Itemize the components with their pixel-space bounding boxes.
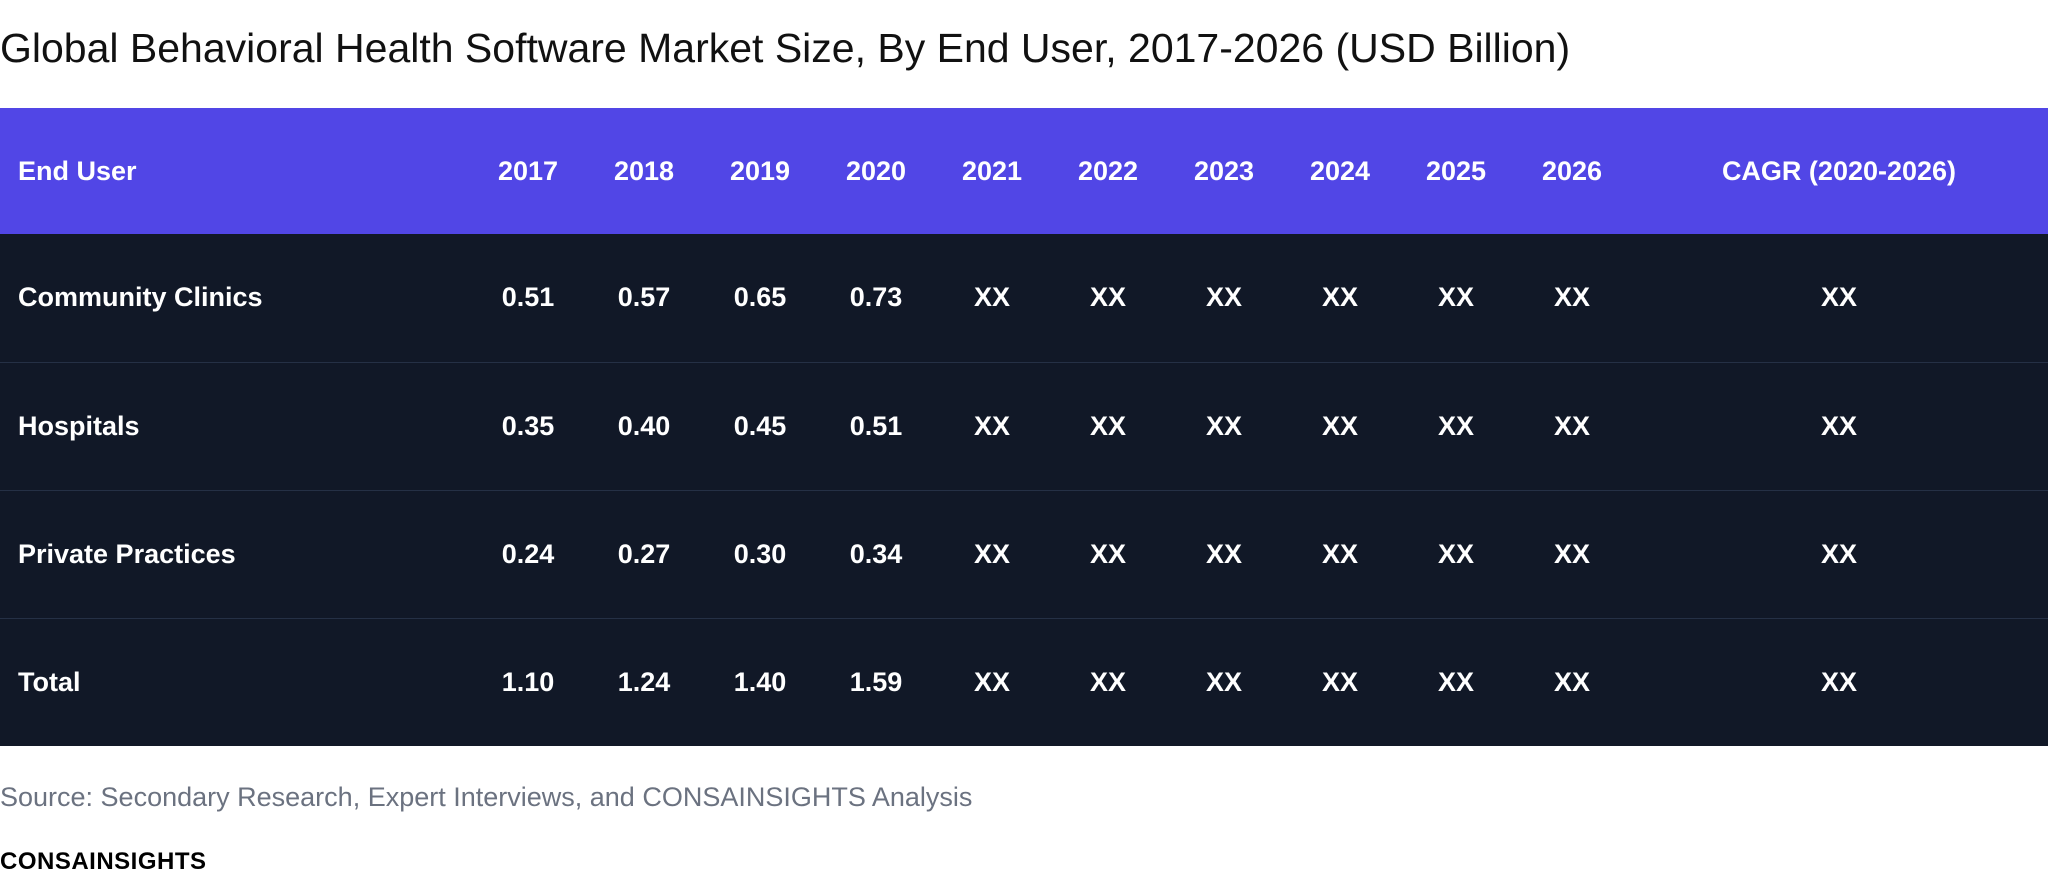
table-cell: XX bbox=[1820, 282, 1858, 313]
table-cell: XX bbox=[1820, 538, 1858, 569]
table-header-row: End User 2017 2018 2019 2020 2021 2022 2023 2024… bbox=[0, 108, 2048, 234]
column-header: CAGR (2020-2026) bbox=[1721, 155, 1957, 186]
table-cell: XX bbox=[973, 282, 1011, 313]
row-label: Hospitals bbox=[18, 410, 140, 441]
table-cell: XX bbox=[1553, 538, 1591, 569]
market-size-table: End User 2017 2018 2019 2020 2021 2022 2023 2024… bbox=[0, 108, 2048, 746]
table-cell: XX bbox=[1553, 666, 1591, 697]
column-header-end-user: End User bbox=[18, 155, 137, 186]
table-row: Total 1.10 1.24 1.40 1.59 XX XX XX XX XX XX XX bbox=[0, 618, 2048, 746]
table-cell: 0.34 bbox=[849, 538, 903, 569]
table-cell: 0.51 bbox=[849, 410, 903, 441]
table-row: Hospitals 0.35 0.40 0.45 0.51 XX XX XX XX XX XX XX bbox=[0, 362, 2048, 490]
table-row: Private Practices 0.24 0.27 0.30 0.34 XX XX XX X… bbox=[0, 490, 2048, 618]
table-cell: 1.24 bbox=[617, 666, 671, 697]
table-cell: 0.51 bbox=[501, 282, 555, 313]
table-cell: 1.40 bbox=[733, 666, 787, 697]
column-header: 2026 bbox=[1541, 155, 1603, 186]
brand-logo-text: CONSAINSIGHTS bbox=[0, 848, 207, 875]
table-cell: 0.65 bbox=[733, 282, 787, 313]
table-cell: 0.24 bbox=[501, 538, 555, 569]
table-cell: 0.73 bbox=[849, 282, 903, 313]
column-header: 2023 bbox=[1193, 155, 1255, 186]
table-cell: XX bbox=[1321, 410, 1359, 441]
table-cell: XX bbox=[1205, 666, 1243, 697]
table-cell: XX bbox=[1089, 410, 1127, 441]
column-header: 2018 bbox=[613, 155, 675, 186]
column-header: 2025 bbox=[1425, 155, 1487, 186]
table-cell: 0.40 bbox=[617, 410, 671, 441]
table-cell: XX bbox=[1553, 282, 1591, 313]
table-cell: XX bbox=[973, 666, 1011, 697]
row-label: Private Practices bbox=[18, 538, 236, 569]
page-title: Global Behavioral Health Software Market… bbox=[0, 25, 1571, 71]
table-cell: XX bbox=[1205, 282, 1243, 313]
table-cell: 0.57 bbox=[617, 282, 671, 313]
table-cell: 0.45 bbox=[733, 410, 787, 441]
table-cell: XX bbox=[973, 538, 1011, 569]
table-cell: XX bbox=[1437, 410, 1475, 441]
column-header: 2022 bbox=[1077, 155, 1139, 186]
row-label: Total bbox=[18, 666, 81, 697]
table-cell: 1.10 bbox=[501, 666, 555, 697]
table-cell: 0.35 bbox=[501, 410, 555, 441]
table-cell: XX bbox=[1089, 538, 1127, 569]
table-cell: XX bbox=[1437, 282, 1475, 313]
column-header: 2019 bbox=[729, 155, 791, 186]
column-header: 2024 bbox=[1309, 155, 1371, 186]
table-cell: XX bbox=[1321, 282, 1359, 313]
table-cell: 0.30 bbox=[733, 538, 787, 569]
table-cell: XX bbox=[1437, 538, 1475, 569]
table-body: Community Clinics 0.51 0.57 0.65 0.73 XX XX XX X… bbox=[0, 234, 2048, 746]
table-cell: XX bbox=[1820, 666, 1858, 697]
table-cell: 0.27 bbox=[617, 538, 671, 569]
table-cell: XX bbox=[1437, 666, 1475, 697]
table-cell: XX bbox=[1089, 282, 1127, 313]
table-cell: 1.59 bbox=[849, 666, 903, 697]
column-header: 2017 bbox=[497, 155, 559, 186]
table-row: Community Clinics 0.51 0.57 0.65 0.73 XX XX XX X… bbox=[0, 234, 2048, 362]
table-cell: XX bbox=[1321, 538, 1359, 569]
table-cell: XX bbox=[973, 410, 1011, 441]
table-cell: XX bbox=[1089, 666, 1127, 697]
source-note: Source: Secondary Research, Expert Inter… bbox=[0, 782, 973, 812]
table-cell: XX bbox=[1553, 410, 1591, 441]
table-cell: XX bbox=[1321, 666, 1359, 697]
table-cell: XX bbox=[1205, 538, 1243, 569]
row-label: Community Clinics bbox=[18, 282, 263, 313]
table-cell: XX bbox=[1820, 410, 1858, 441]
table-cell: XX bbox=[1205, 410, 1243, 441]
column-header: 2021 bbox=[961, 155, 1023, 186]
column-header: 2020 bbox=[845, 155, 907, 186]
